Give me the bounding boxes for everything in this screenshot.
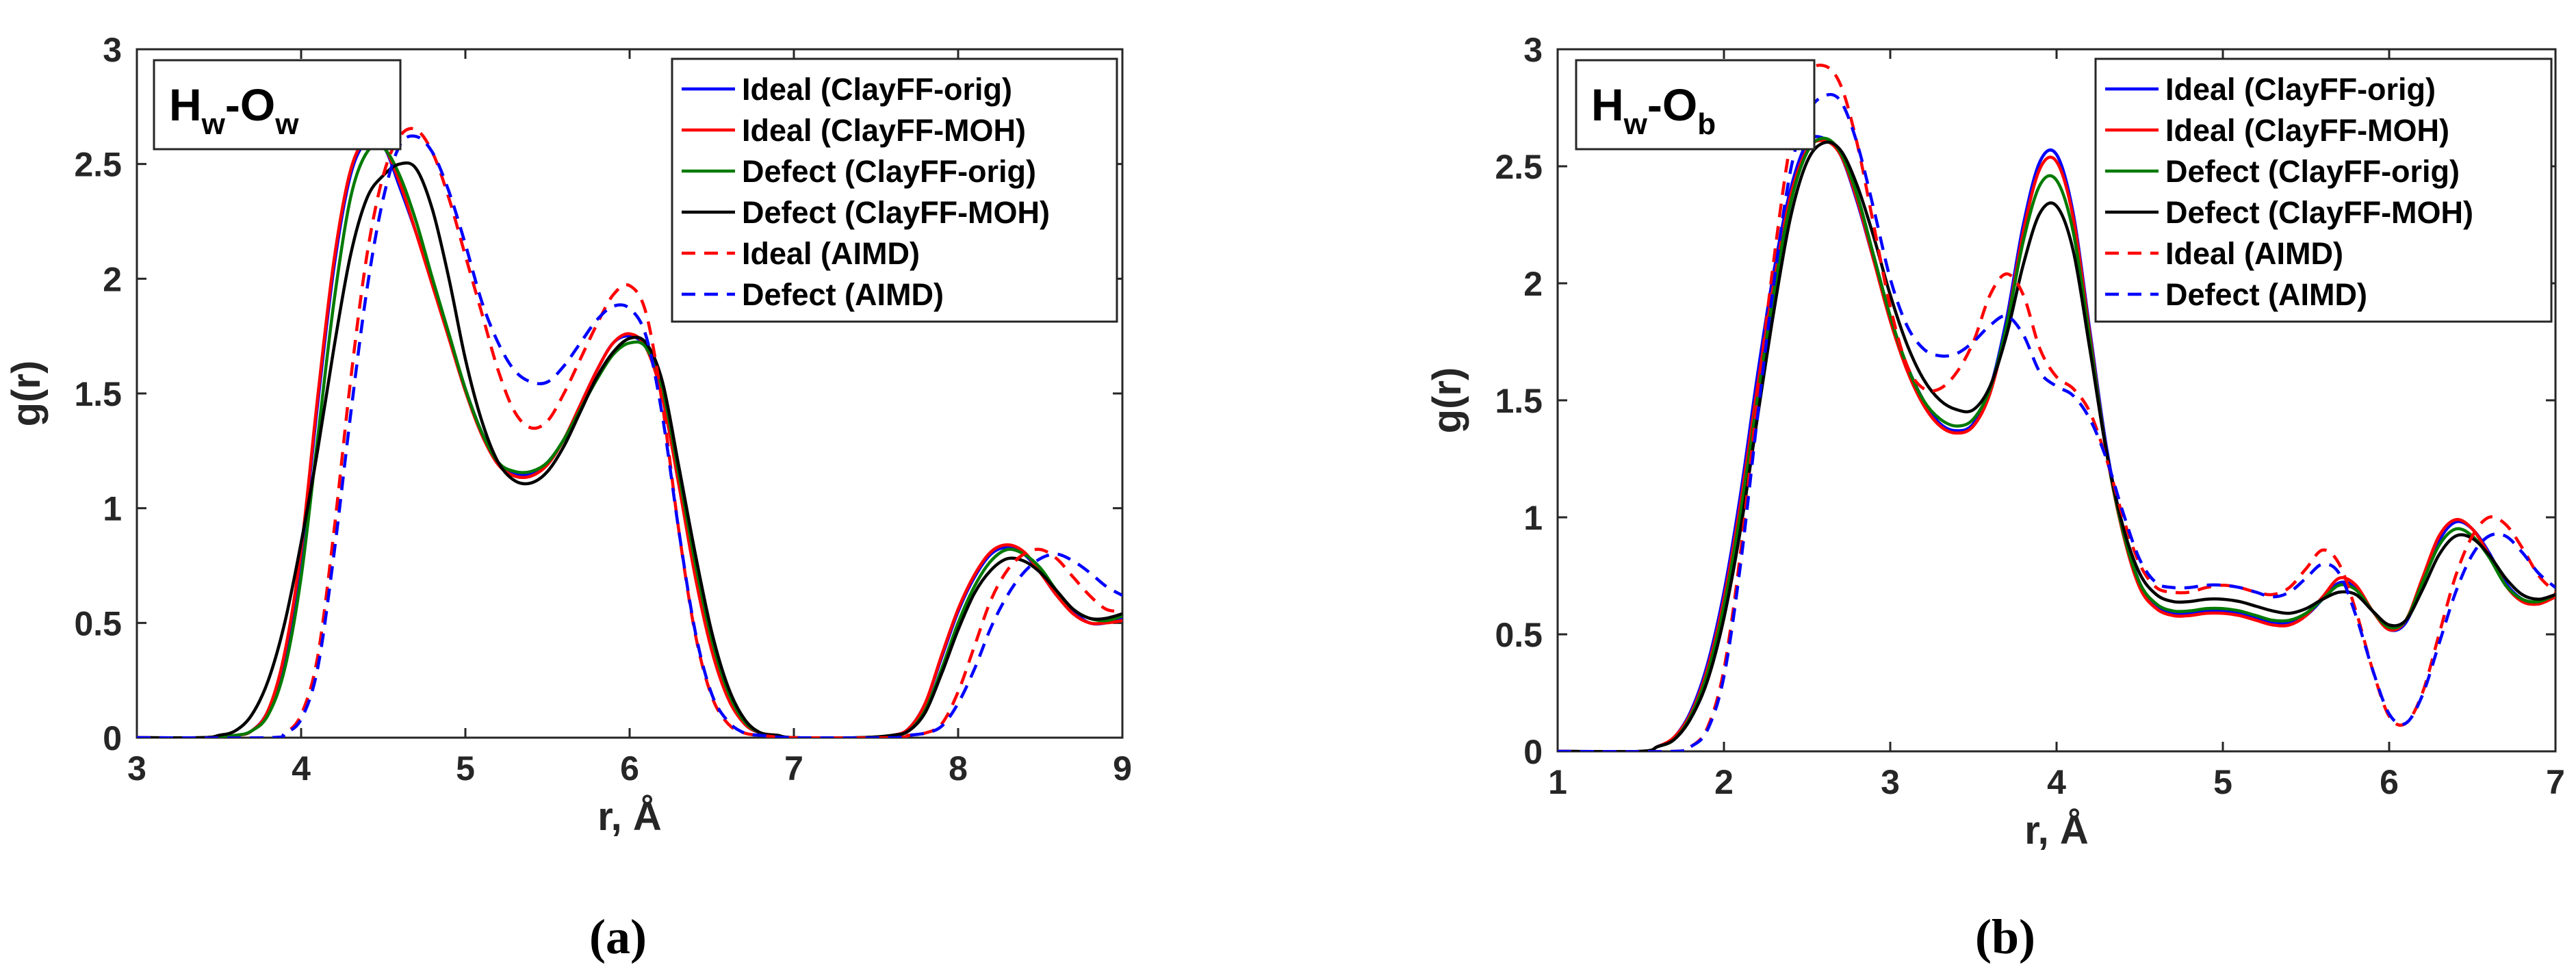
y-tick-label: 2 — [103, 260, 122, 298]
legend: Ideal (ClayFF-orig) Ideal (ClayFF-MOH) Def… — [671, 57, 1118, 323]
x-axis-label: r, Å — [597, 794, 662, 839]
y-tick-label: 1.5 — [74, 375, 122, 413]
x-tick-label: 6 — [620, 749, 639, 788]
series-line-defect-clayff-moh — [137, 161, 1122, 738]
panel-a: 3 4 5 6 7 8 9 0 0.5 1 1.5 2 2.5 3 r, Å g(r) Hw-Ow Ideal (… — [4, 31, 1132, 964]
series-line-defect-aimd — [137, 134, 1122, 738]
legend-box — [671, 57, 1118, 323]
y-tick-label: 1 — [1523, 499, 1543, 537]
panel-title-box — [1575, 59, 1816, 151]
series-line-ideal-clayff-moh — [137, 135, 1122, 738]
y-tick-label: 1.5 — [1495, 382, 1543, 420]
series-line-defect-clayff-moh — [1558, 140, 2555, 751]
panel-title: Hw-Ow — [169, 79, 299, 141]
panel-caption: (a) — [589, 909, 647, 964]
x-tick-label: 4 — [2047, 763, 2066, 801]
y-axis-label: g(r) — [1425, 367, 1469, 434]
panel-title-subscript: w — [274, 107, 299, 141]
legend-entry: Ideal (ClayFF-orig) — [742, 72, 1012, 107]
panel-title-subscript: b — [1697, 107, 1716, 141]
x-tick-label: 3 — [1881, 763, 1900, 801]
legend-entry: Ideal (ClayFF-MOH) — [2165, 113, 2449, 148]
legend-entry: Ideal (ClayFF-orig) — [2165, 72, 2436, 107]
y-tick-label: 1 — [103, 490, 122, 528]
series-line-ideal-aimd — [137, 127, 1122, 738]
plot-area — [137, 127, 1122, 738]
y-tick-label: 3 — [103, 31, 122, 69]
legend-entry: Defect (AIMD) — [2165, 277, 2367, 312]
y-tick-label: 3 — [1523, 31, 1543, 69]
x-tick-label: 3 — [127, 749, 146, 788]
legend-box — [2094, 57, 2553, 323]
y-tick-label: 0 — [103, 719, 122, 758]
x-tick-label: 8 — [949, 749, 968, 788]
y-tick-label: 0.5 — [74, 604, 122, 643]
legend-entry: Defect (ClayFF-orig) — [2165, 154, 2460, 189]
panel-title: Hw-Ob — [1591, 79, 1716, 141]
legend-entry: Defect (AIMD) — [742, 277, 944, 312]
panel-title-mid: -O — [225, 79, 275, 130]
panel-title-main: H — [1591, 79, 1624, 130]
series-line-defect-aimd — [1558, 92, 2555, 751]
series-line-ideal-aimd — [1558, 63, 2555, 751]
y-tick-label: 0 — [1523, 733, 1543, 771]
panel-caption: (b) — [1975, 909, 2035, 964]
x-tick-label: 1 — [1548, 763, 1567, 801]
x-tick-label: 7 — [2546, 763, 2565, 801]
x-tick-label: 6 — [2380, 763, 2399, 801]
legend: Ideal (ClayFF-orig) Ideal (ClayFF-MOH) Def… — [2094, 57, 2553, 323]
legend-entry: Defect (ClayFF-orig) — [742, 154, 1036, 189]
x-tick-label: 4 — [292, 749, 311, 788]
panel-title-subscript: w — [201, 107, 226, 141]
y-axis-label: g(r) — [4, 361, 49, 427]
legend-entry: Defect (ClayFF-MOH) — [2165, 195, 2473, 230]
series-line-defect-clayff-orig — [1558, 136, 2555, 751]
x-tick-label: 5 — [456, 749, 475, 788]
panel-title-main: H — [169, 79, 202, 130]
legend-entry: Ideal (AIMD) — [2165, 236, 2343, 271]
x-tick-label: 5 — [2213, 763, 2232, 801]
panel-title-mid: -O — [1647, 79, 1697, 130]
y-tick-label: 0.5 — [1495, 616, 1543, 654]
legend-entry: Ideal (ClayFF-MOH) — [742, 113, 1026, 148]
plot-area — [1558, 63, 2555, 751]
x-tick-label: 7 — [784, 749, 803, 788]
panel-b: 1 2 3 4 5 6 7 0 0.5 1 1.5 2 2.5 3 r, Å g(r) Hw-Ob Ideal (… — [1425, 31, 2565, 964]
y-tick-label: 2.5 — [74, 146, 122, 184]
x-axis-label: r, Å — [2024, 808, 2089, 853]
panel-title-subscript: w — [1623, 107, 1648, 141]
x-tick-label: 2 — [1714, 763, 1734, 801]
panel-title-box — [153, 59, 402, 151]
y-tick-label: 2 — [1523, 265, 1543, 303]
legend-entry: Ideal (AIMD) — [742, 236, 920, 271]
legend-entry: Defect (ClayFF-MOH) — [742, 195, 1050, 230]
x-tick-label: 9 — [1113, 749, 1132, 788]
y-tick-label: 2.5 — [1495, 148, 1543, 186]
